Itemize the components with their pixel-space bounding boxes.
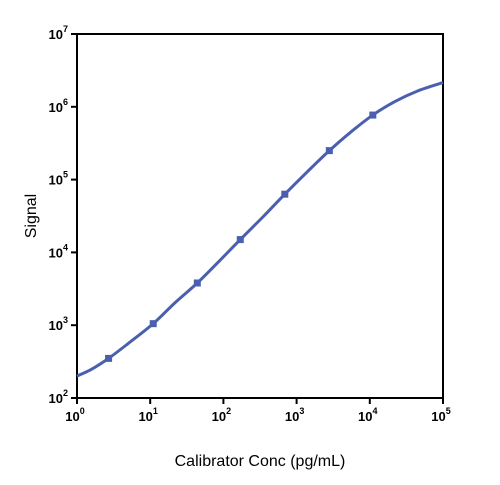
y-tick-exponent: 4 bbox=[63, 242, 68, 252]
x-tick-base: 10 bbox=[138, 409, 152, 424]
x-tick-label: 105 bbox=[431, 406, 450, 424]
y-tick-base: 10 bbox=[49, 391, 63, 406]
data-markers bbox=[105, 111, 377, 362]
data-point bbox=[325, 147, 333, 155]
x-tick-exponent: 2 bbox=[226, 406, 231, 416]
y-tick-base: 10 bbox=[49, 100, 63, 115]
x-tick-base: 10 bbox=[212, 409, 226, 424]
x-tick-exponent: 4 bbox=[373, 406, 378, 416]
y-axis-title: Signal bbox=[23, 194, 40, 238]
x-tick-label: 104 bbox=[358, 406, 377, 424]
x-tick-exponent: 0 bbox=[80, 406, 85, 416]
x-axis-title: Calibrator Conc (pg/mL) bbox=[175, 453, 346, 470]
data-point bbox=[105, 354, 113, 362]
y-tick-exponent: 5 bbox=[63, 170, 68, 180]
y-tick-exponent: 3 bbox=[63, 315, 68, 325]
fit-curve-line bbox=[76, 81, 444, 378]
data-point bbox=[236, 236, 244, 244]
y-tick-label: 102 bbox=[49, 388, 68, 406]
x-tick-exponent: 3 bbox=[299, 406, 304, 416]
x-tick-base: 10 bbox=[358, 409, 372, 424]
data-point bbox=[369, 111, 377, 119]
y-tick-label: 104 bbox=[49, 242, 68, 260]
y-tick-base: 10 bbox=[49, 318, 63, 333]
y-tick-exponent: 6 bbox=[63, 97, 68, 107]
plot-frame bbox=[76, 33, 444, 399]
y-tick-exponent: 2 bbox=[63, 388, 68, 398]
data-point bbox=[149, 320, 157, 328]
y-tick-base: 10 bbox=[49, 27, 63, 42]
y-tick-base: 10 bbox=[49, 173, 63, 188]
x-tick-base: 10 bbox=[65, 409, 79, 424]
x-tick-label: 101 bbox=[138, 406, 157, 424]
x-tick-base: 10 bbox=[285, 409, 299, 424]
x-tick-exponent: 1 bbox=[153, 406, 158, 416]
x-axis-ticks: 100 101 102 103 104 105 bbox=[65, 398, 451, 424]
x-tick-label: 102 bbox=[212, 406, 231, 424]
data-point bbox=[193, 279, 201, 287]
x-tick-exponent: 5 bbox=[446, 406, 451, 416]
y-tick-label: 105 bbox=[49, 170, 68, 188]
y-tick-label: 106 bbox=[49, 97, 68, 115]
y-tick-exponent: 7 bbox=[63, 24, 68, 34]
x-tick-label: 100 bbox=[65, 406, 84, 424]
y-tick-label: 107 bbox=[49, 24, 68, 42]
data-point bbox=[281, 190, 289, 198]
y-tick-label: 103 bbox=[49, 315, 68, 333]
y-tick-base: 10 bbox=[49, 245, 63, 260]
x-tick-label: 103 bbox=[285, 406, 304, 424]
x-tick-base: 10 bbox=[431, 409, 445, 424]
